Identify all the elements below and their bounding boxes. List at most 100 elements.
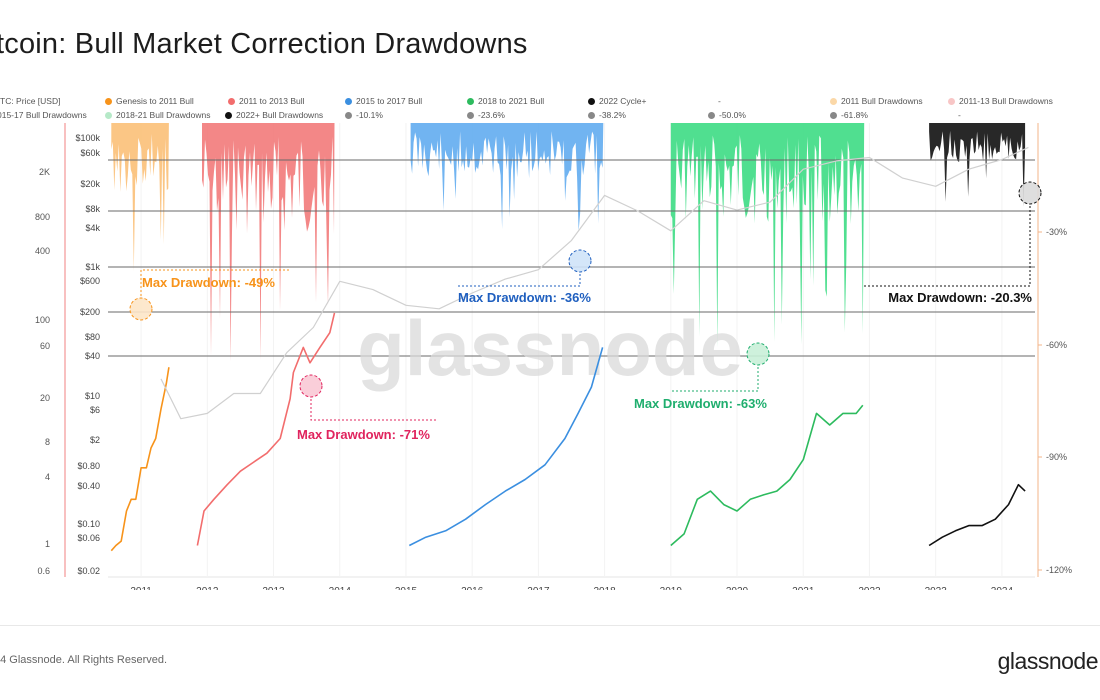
legend-item[interactable]: Genesis to 2011 Bull [105, 96, 194, 106]
legend-swatch [345, 111, 352, 119]
drawdown-area [929, 123, 1026, 207]
legend-label: 2011 to 2013 Bull [239, 96, 305, 106]
legend-swatch [105, 111, 112, 119]
legend-item[interactable]: -61.8% [830, 110, 868, 120]
price-series-line [196, 312, 336, 546]
legend-label: - [718, 96, 721, 106]
y-left-inner-tick-label: $600 [80, 276, 100, 286]
legend-item[interactable]: 2022 Cycle+ [588, 96, 647, 106]
legend-item[interactable]: -23.6% [467, 110, 505, 120]
y-right-tick-label: -120% [1046, 565, 1072, 575]
legend-swatch [225, 111, 232, 119]
y-left-inner-tick-label: $200 [80, 307, 100, 317]
legend-label: 2018 to 2021 Bull [478, 96, 545, 106]
x-tick-label: 2021 [792, 586, 815, 590]
legend-label: 2011 Bull Drawdowns [841, 96, 923, 106]
drawdown-area [670, 123, 865, 347]
x-tick-label: 2011 [130, 586, 152, 590]
legend-item[interactable]: 2018 to 2021 Bull [467, 96, 544, 106]
x-tick-label: 2023 [925, 586, 948, 590]
y-left-inner-tick-label: $10 [85, 391, 100, 401]
annotation-leader [862, 206, 1031, 287]
footer-divider [0, 625, 1100, 626]
legend-item[interactable]: - [718, 96, 721, 106]
price-series-line [670, 404, 864, 547]
y-left-outer-tick-label: 1 [45, 539, 50, 549]
chart: glassnode 2K 800 400 100 60 20 8 4 1 0.6 $100k $60k $… [35, 123, 1072, 590]
legend-label: 2022+ Bull Drawdowns [236, 110, 324, 120]
x-tick-label: 2015 [395, 586, 418, 590]
legend-item[interactable]: 2018-21 Bull Drawdowns [105, 110, 211, 120]
y-left-inner-tick-label: $0.80 [77, 461, 100, 471]
max-drawdown-marker [299, 374, 323, 398]
legend-label: 2022 Cycle+ [599, 96, 647, 106]
y-left-inner-tick-label: $80 [85, 332, 100, 342]
y-left-inner-tick-label: $0.02 [77, 566, 100, 576]
legend-item[interactable]: 2011 Bull Drawdowns [830, 96, 923, 106]
legend-item[interactable]: -38.2% [588, 110, 626, 120]
price-series-line [160, 146, 1029, 420]
y-left-inner-tick-label: $0.06 [77, 533, 100, 543]
legend-swatch [105, 97, 112, 105]
x-tick-label: 2013 [262, 586, 285, 590]
drawdown-area [111, 123, 169, 271]
y-left-inner-tick-label: $0.10 [77, 519, 100, 529]
legend-swatch [228, 97, 235, 105]
legend-item[interactable]: 2015 to 2017 Bull [345, 96, 422, 106]
legend-label: -50.0% [719, 110, 746, 120]
watermark: glassnode [357, 304, 743, 392]
x-tick-label: 2012 [196, 586, 219, 590]
y-left-outer-tick-label: 2K [39, 167, 50, 177]
legend-label: TC: Price [USD] [0, 96, 61, 106]
y-left-outer-tick-label: 0.6 [37, 566, 50, 576]
legend-item[interactable]: 2011-13 Bull Drawdowns [948, 96, 1053, 106]
brand-logo: glassnode [997, 648, 1099, 674]
legend-swatch [467, 97, 474, 105]
legend-item[interactable]: TC: Price [USD] [0, 96, 60, 106]
legend-swatch [708, 111, 715, 119]
y-left-inner-tick-label: $20k [80, 179, 100, 189]
annotation-leader [458, 274, 581, 287]
max-drawdown-marker [568, 249, 592, 273]
max-drawdown-marker [129, 297, 153, 321]
y-left-outer-tick-label: 400 [35, 246, 50, 256]
y-left-inner-tick-label: $100k [75, 133, 100, 143]
legend-item[interactable]: - [958, 110, 961, 120]
legend-item[interactable]: -10.1% [345, 110, 383, 120]
x-tick-label: 2022 [858, 586, 881, 590]
y-left-inner-tick-label: $1k [85, 262, 100, 272]
max-drawdown-label: Max Drawdown: -63% [634, 396, 767, 411]
drawdown-area [410, 123, 604, 232]
annotation-leader [140, 269, 290, 296]
legend: TC: Price [USD] Genesis to 2011 Bull 2011 … [0, 96, 1100, 126]
y-left-inner-tick-label: $2 [90, 435, 100, 445]
legend-label: -10.1% [356, 110, 383, 120]
legend-label: -23.6% [478, 110, 505, 120]
legend-item[interactable]: 2011 to 2013 Bull [228, 96, 305, 106]
legend-swatch [588, 97, 595, 105]
y-right-tick-label: -90% [1046, 452, 1067, 462]
x-tick-label: 2024 [991, 586, 1014, 590]
y-left-outer-tick-label: 8 [45, 437, 50, 447]
legend-item[interactable]: 015-17 Bull Drawdowns [0, 110, 87, 120]
y-left-outer-tick-label: 800 [35, 212, 50, 222]
y-left-outer-tick-label: 60 [40, 341, 50, 351]
legend-swatch [467, 111, 474, 119]
legend-item[interactable]: -50.0% [708, 110, 746, 120]
y-right-tick-label: -60% [1046, 340, 1067, 350]
y-left-inner-tick-label: $0.40 [77, 481, 100, 491]
annotation-leader [310, 399, 437, 421]
y-left-inner-tick-label: $40 [85, 351, 100, 361]
drawdown-area [202, 123, 335, 362]
y-left-outer-tick-label: 4 [45, 472, 50, 482]
legend-item[interactable]: 2022+ Bull Drawdowns [225, 110, 323, 120]
annotation-leader [672, 367, 759, 392]
y-left-inner-tick-label: $60k [80, 148, 100, 158]
max-drawdown-marker [746, 342, 770, 366]
x-tick-label: 2019 [660, 586, 683, 590]
y-right-tick-label: -30% [1046, 227, 1067, 237]
legend-label: Genesis to 2011 Bull [116, 96, 194, 106]
legend-label: 015-17 Bull Drawdowns [0, 110, 87, 120]
price-series-line [110, 367, 170, 552]
legend-swatch [345, 97, 352, 105]
